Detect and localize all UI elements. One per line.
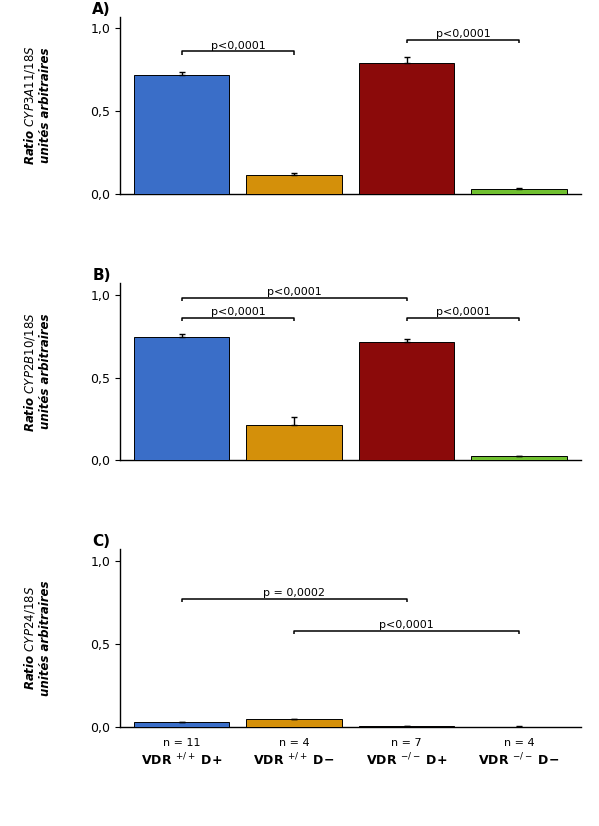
Text: n = 7: n = 7 bbox=[391, 738, 422, 748]
Text: A): A) bbox=[92, 2, 111, 17]
Bar bbox=[246, 719, 342, 727]
Y-axis label: Ratio $\mathit{CYP3A11/18S}$
unités arbitraires: Ratio $\mathit{CYP3A11/18S}$ unités arbi… bbox=[0, 825, 1, 826]
Text: p<0,0001: p<0,0001 bbox=[267, 287, 322, 297]
Text: Ratio $\mathit{CYP24/18S}$
unités arbitraires: Ratio $\mathit{CYP24/18S}$ unités arbitr… bbox=[22, 581, 52, 695]
Bar bbox=[246, 175, 342, 194]
Text: p<0,0001: p<0,0001 bbox=[210, 40, 265, 50]
Bar bbox=[246, 425, 342, 461]
Text: Ratio $\mathit{CYP2B10/18S}$
unités arbitraires: Ratio $\mathit{CYP2B10/18S}$ unités arbi… bbox=[22, 312, 52, 431]
Bar bbox=[134, 74, 229, 194]
Text: n = 11: n = 11 bbox=[163, 738, 201, 748]
Bar bbox=[134, 337, 229, 461]
Text: p<0,0001: p<0,0001 bbox=[435, 307, 491, 317]
Bar bbox=[134, 722, 229, 727]
Text: VDR $^{-/-}$ D+: VDR $^{-/-}$ D+ bbox=[366, 752, 447, 768]
Text: Ratio $\mathit{CYP3A11/18S}$
unités arbitraires: Ratio $\mathit{CYP3A11/18S}$ unités arbi… bbox=[22, 45, 52, 165]
Y-axis label: Ratio $\mathit{CYP2B10/18S}$
unités arbitraires: Ratio $\mathit{CYP2B10/18S}$ unités arbi… bbox=[0, 825, 1, 826]
Text: p<0,0001: p<0,0001 bbox=[435, 29, 491, 39]
Text: n = 4: n = 4 bbox=[504, 738, 534, 748]
Text: B): B) bbox=[92, 268, 111, 282]
Text: C): C) bbox=[92, 534, 110, 549]
Text: p<0,0001: p<0,0001 bbox=[210, 307, 265, 317]
Text: VDR $^{-/-}$ D−: VDR $^{-/-}$ D− bbox=[479, 752, 560, 768]
Text: n = 4: n = 4 bbox=[279, 738, 310, 748]
Text: VDR $^{+/+}$ D+: VDR $^{+/+}$ D+ bbox=[141, 752, 222, 768]
Bar bbox=[359, 342, 455, 461]
Y-axis label: Ratio $\mathit{CYP24/18S}$
unités arbitraires: Ratio $\mathit{CYP24/18S}$ unités arbitr… bbox=[0, 825, 1, 826]
Text: p = 0,0002: p = 0,0002 bbox=[263, 588, 325, 598]
Bar bbox=[471, 189, 567, 194]
Bar bbox=[359, 63, 455, 194]
Text: p<0,0001: p<0,0001 bbox=[379, 620, 434, 629]
Bar bbox=[471, 456, 567, 461]
Text: VDR $^{+/+}$ D−: VDR $^{+/+}$ D− bbox=[253, 752, 335, 768]
